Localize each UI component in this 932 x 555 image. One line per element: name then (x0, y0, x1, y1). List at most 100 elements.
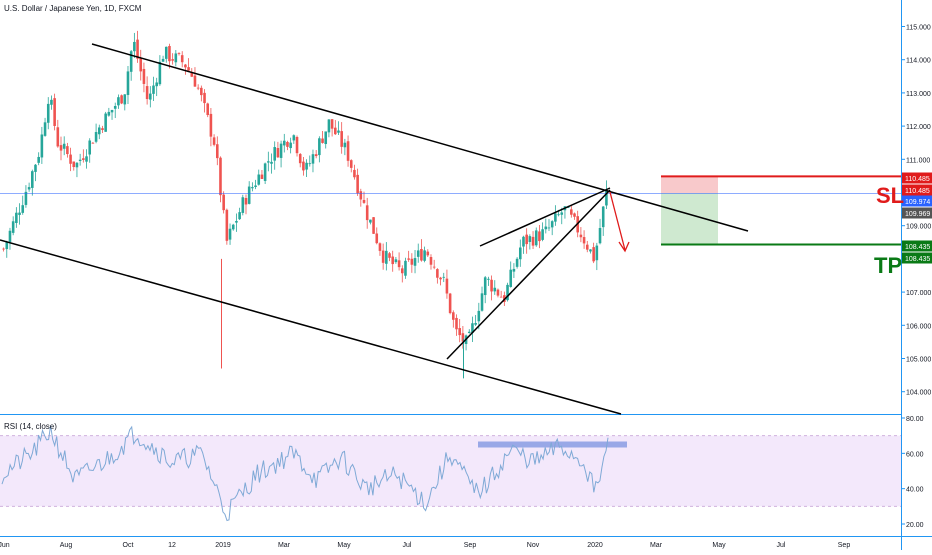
candle (585, 244, 589, 250)
candle (369, 219, 372, 223)
candle (385, 250, 388, 264)
candle (62, 143, 66, 149)
y-tick-label: 113.000 (906, 91, 931, 98)
candle (448, 293, 452, 314)
rsi-band (0, 435, 901, 507)
candle (97, 127, 101, 135)
channel-upper-trendline (91, 43, 749, 232)
x-tick-label: Jul (777, 542, 786, 549)
candle (238, 212, 241, 220)
candle (318, 138, 321, 156)
x-tick-label: Sep (838, 542, 851, 549)
candle (531, 236, 535, 246)
candle (123, 94, 127, 105)
candle (455, 317, 458, 330)
candle (321, 138, 324, 143)
x-tick-label: Jul (403, 542, 412, 549)
candle (525, 234, 528, 245)
candle (458, 328, 461, 336)
candle (149, 93, 152, 100)
tp-annotation: TP (874, 253, 903, 278)
candle (158, 61, 162, 85)
candle (442, 276, 446, 278)
candle (104, 113, 107, 132)
sl-annotation: SL (876, 183, 905, 208)
candle (34, 164, 37, 172)
rsi-title: RSI (14, close) (4, 422, 57, 431)
x-tick-label: Sep (464, 542, 477, 549)
candle (56, 127, 60, 147)
x-tick-label: Nov (527, 542, 540, 549)
price-badge-label: 108.435 (905, 244, 930, 251)
candle (260, 174, 264, 179)
price-badge (902, 184, 932, 196)
candle (190, 71, 194, 77)
candle (327, 119, 331, 133)
candle (247, 186, 251, 204)
candle (547, 227, 551, 229)
candle (206, 103, 210, 116)
candle (496, 289, 500, 296)
candle (85, 156, 88, 162)
candle (289, 142, 292, 149)
candle (429, 257, 433, 265)
candle (168, 46, 171, 62)
candle (113, 106, 117, 109)
rsi-highlight-box (478, 441, 627, 448)
x-tick-label: Mar (650, 542, 663, 549)
candle (467, 331, 471, 333)
y-tick-label: 115.000 (906, 25, 931, 32)
candle (557, 214, 560, 216)
candle (203, 92, 206, 104)
candle (174, 53, 178, 63)
candle (506, 284, 509, 301)
candle (554, 213, 557, 222)
candle (349, 160, 353, 168)
candle (200, 87, 203, 96)
candle (407, 258, 410, 260)
candle (605, 189, 608, 206)
candle (391, 256, 395, 265)
candle (282, 140, 286, 146)
candle (512, 268, 516, 272)
candle (397, 260, 401, 268)
candle (11, 221, 15, 233)
candle (212, 137, 216, 145)
price-badge (902, 172, 932, 184)
price-badge (902, 195, 932, 207)
candle (180, 55, 184, 63)
candle (550, 221, 554, 228)
candle (88, 140, 92, 155)
candle (161, 58, 165, 62)
candle (209, 113, 213, 137)
candle (595, 245, 599, 261)
y-tick-label: 114.000 (906, 58, 931, 65)
x-tick-label: Jun (0, 542, 10, 549)
candle (302, 161, 305, 171)
candle (53, 98, 56, 126)
candle (244, 197, 248, 205)
candle (499, 296, 503, 298)
y-tick-label: 112.000 (906, 124, 931, 131)
candle (145, 86, 149, 100)
candle (461, 333, 465, 342)
candle (560, 212, 564, 215)
symbol-title: U.S. Dollar / Japanese Yen, 1D, FXCM (4, 4, 142, 13)
candle (59, 145, 63, 151)
candle (324, 131, 328, 145)
candle (343, 142, 347, 148)
candle (372, 217, 375, 234)
candle (215, 144, 219, 159)
candle (474, 322, 477, 325)
x-tick-label: 2019 (215, 542, 231, 549)
candle (452, 312, 455, 320)
candle (15, 212, 18, 223)
candle (582, 237, 586, 244)
stop-loss-zone (661, 176, 718, 194)
candle (480, 293, 484, 311)
candle (388, 253, 391, 258)
candle (286, 141, 289, 147)
candle (477, 310, 481, 322)
